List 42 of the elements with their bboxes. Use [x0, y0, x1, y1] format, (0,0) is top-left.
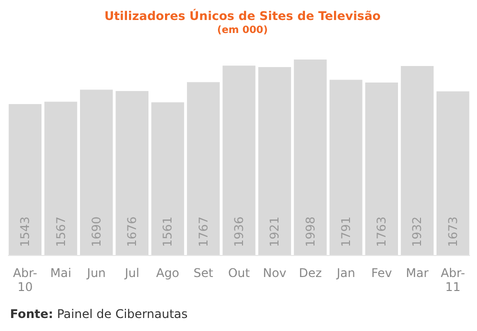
x-tick-label: Dez [298, 266, 322, 280]
bar [44, 102, 78, 255]
data-label: 1561 [160, 216, 175, 247]
data-label: 1543 [18, 216, 32, 247]
x-tick-label: Fev [371, 266, 392, 280]
data-label: 1673 [446, 216, 460, 247]
data-label: 1998 [303, 216, 318, 247]
bar [365, 82, 398, 255]
data-label: 1763 [374, 216, 389, 247]
data-label: 1932 [410, 216, 424, 247]
x-tick-label: Abr-10 [12, 266, 38, 294]
bar [222, 66, 256, 255]
x-tick-label: Jan [336, 266, 356, 280]
x-tick-label: Jun [86, 266, 106, 280]
x-tick-label: Mar [406, 266, 429, 280]
bar [400, 66, 434, 255]
data-label: 1676 [125, 216, 140, 247]
bar [8, 104, 42, 255]
x-tick-label: Jul [124, 266, 140, 280]
data-label: 1791 [338, 216, 353, 247]
x-tick-label: Out [228, 266, 250, 280]
bar [151, 102, 184, 255]
data-label: 1921 [268, 216, 282, 247]
data-label: 1767 [196, 216, 210, 247]
data-label: 1936 [232, 216, 246, 247]
x-tick-label: Nov [262, 266, 286, 280]
chart-title: Utilizadores Únicos de Sites de Televisão [104, 8, 381, 23]
bar [186, 82, 220, 255]
bar [80, 90, 113, 255]
chart-subtitle: (em 000) [217, 25, 268, 36]
data-label: 1567 [54, 216, 68, 247]
source-note: Fonte: Painel de Cibernautas [10, 307, 188, 321]
x-tick-label: Abr-11 [440, 266, 466, 294]
data-label: 1690 [89, 216, 104, 247]
bar [116, 91, 148, 255]
bar [294, 60, 327, 255]
bar [436, 91, 470, 255]
x-tick-label: Set [193, 266, 214, 280]
x-tick-label: Ago [156, 266, 180, 280]
bar [330, 80, 362, 255]
x-tick-label: Mai [50, 266, 72, 280]
bar [258, 67, 292, 255]
